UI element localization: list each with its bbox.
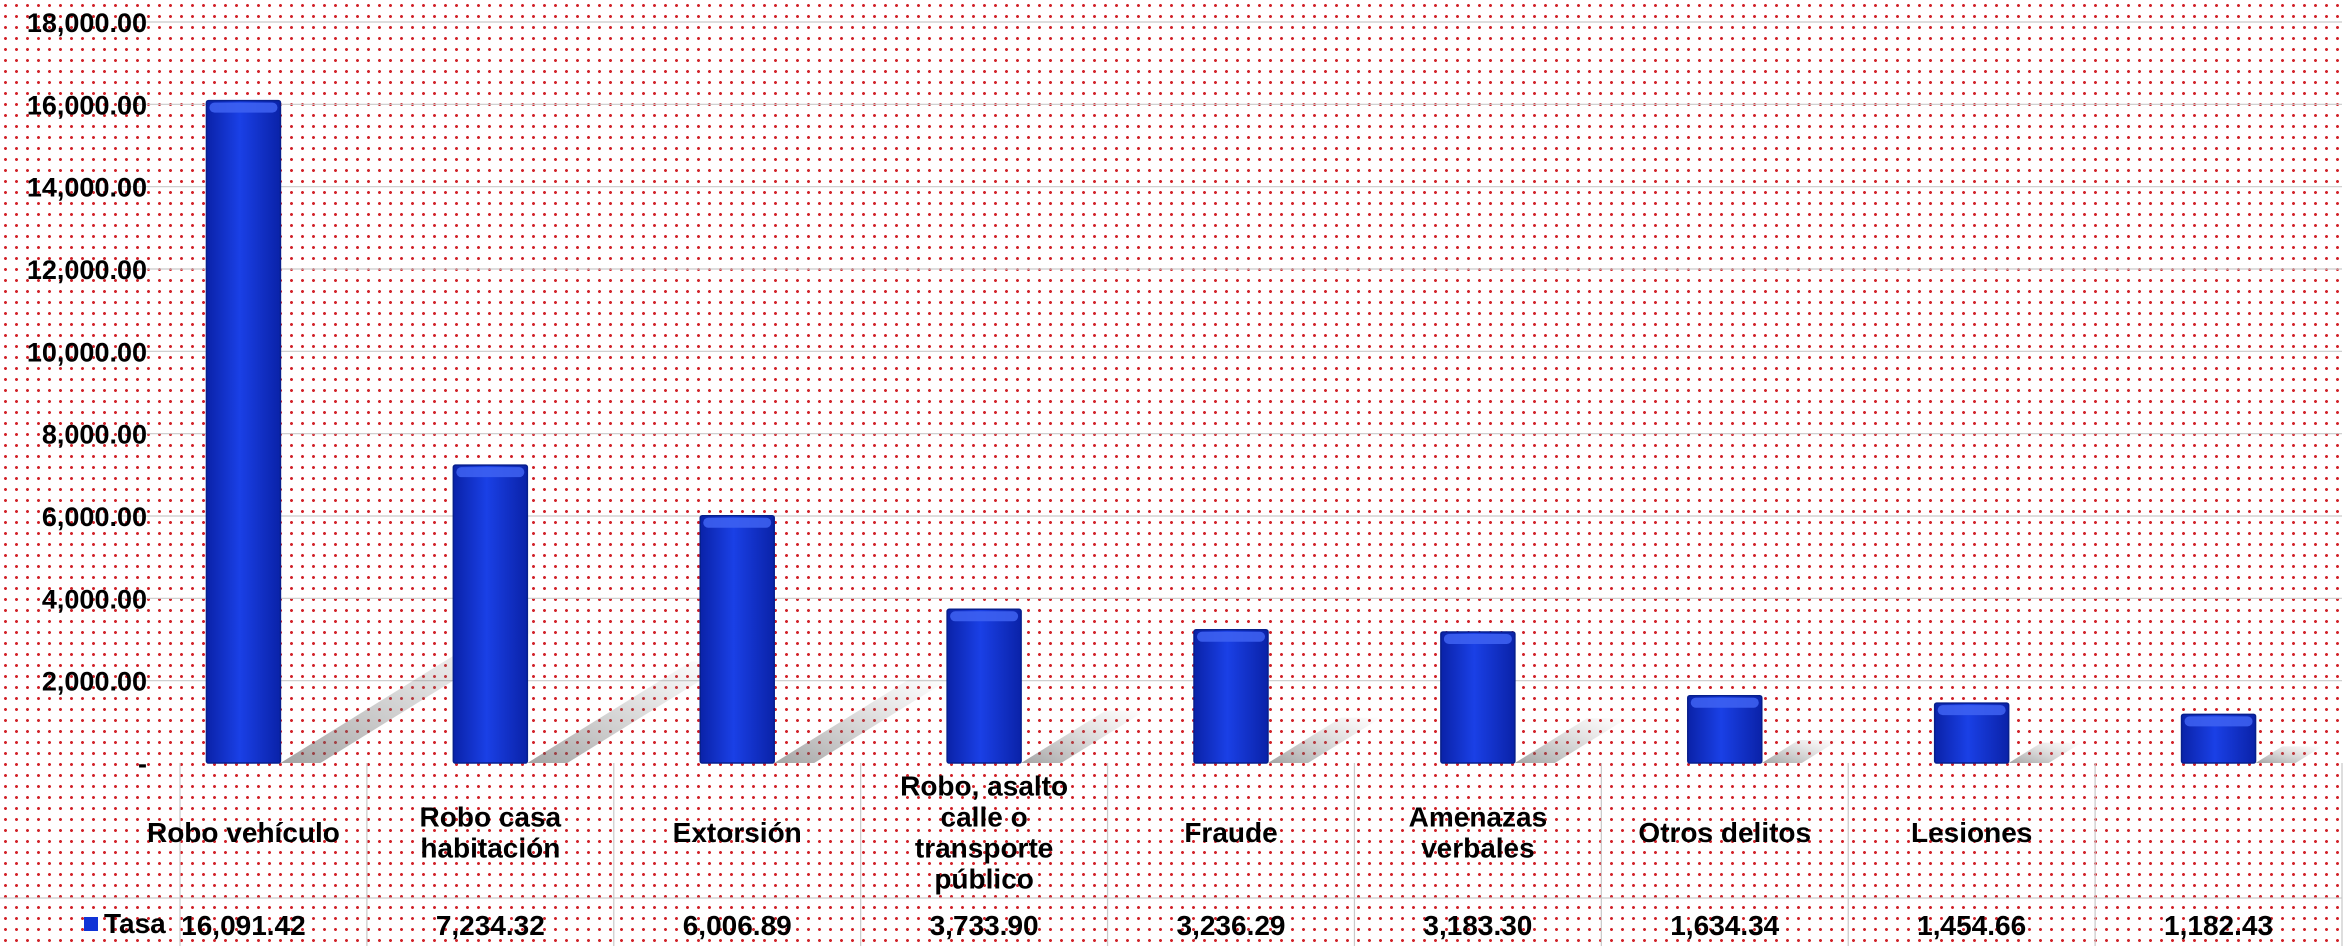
category-label: Amenazas verbales: [1409, 802, 1548, 864]
bar-top-bevel: [209, 102, 278, 113]
data-table-value: 3,733.90: [930, 910, 1039, 941]
category-label: Lesiones: [1911, 817, 2032, 848]
bar-top-bevel: [1197, 631, 1265, 642]
bar-top-bevel: [703, 517, 772, 528]
data-table-value: 16,091.42: [181, 910, 306, 941]
bar-top-bevel: [456, 467, 525, 478]
bar: [946, 608, 1022, 764]
y-tick-label: 6,000.00: [42, 502, 147, 532]
y-tick-label: 2,000.00: [42, 667, 147, 697]
y-tick-label: 14,000.00: [27, 173, 147, 203]
legend-series-name: Tasa: [104, 908, 166, 939]
y-tick-label: -: [138, 749, 147, 779]
bar-top-bevel: [950, 611, 1019, 622]
category-label: Otros delitos: [1638, 817, 1811, 848]
y-tick-label: 8,000.00: [42, 420, 147, 450]
y-axis: - 2,000.00 4,000.00 6,000.00 8,000.00 10,000.…: [27, 8, 147, 779]
bar: [699, 514, 775, 764]
bar-shadows: [280, 620, 2323, 763]
y-tick-label: 10,000.00: [27, 337, 147, 367]
category-label: Extorsión: [673, 817, 802, 848]
category-label: Robo casa habitación: [420, 802, 562, 864]
y-tick-label: 18,000.00: [27, 8, 147, 38]
bar: [1193, 629, 1269, 764]
data-table-value: 7,234.32: [436, 910, 545, 941]
data-table-value: 3,236.29: [1177, 910, 1286, 941]
bar-shadow: [527, 661, 732, 763]
bar-shadow: [1021, 710, 1146, 763]
data-table: Robo vehículo Robo casa habitación Extorsió…: [0, 763, 2343, 946]
bar-top-bevel: [2184, 716, 2253, 727]
data-table-value: 3,183.30: [1423, 910, 1532, 941]
bar-top-bevel: [1443, 633, 1512, 644]
data-table-value: 1,182.43: [2164, 910, 2273, 941]
bar-top-bevel: [1690, 697, 1759, 708]
y-tick-label: 16,000.00: [27, 90, 147, 120]
bar: [2180, 713, 2257, 764]
bar-shadow: [2008, 742, 2082, 763]
bar: [205, 99, 282, 764]
bar: [1687, 694, 1763, 764]
data-table-value: 6,006.89: [683, 910, 792, 941]
y-tick-label: 4,000.00: [42, 584, 147, 614]
bar-shadow: [1761, 740, 1839, 763]
category-label: Fraude: [1184, 817, 1277, 848]
data-table-value: 1,634.34: [1670, 910, 1779, 941]
bar-top-bevel: [1937, 705, 2006, 716]
category-label: Robo, asalto calle o transporte público: [900, 771, 1068, 895]
legend-key: [84, 917, 98, 931]
data-table-value: 1,454.66: [1917, 910, 2026, 941]
bar-shadow: [774, 678, 951, 763]
bar: [1440, 631, 1516, 764]
bar-shadow: [1514, 718, 1627, 763]
bar: [1933, 702, 2010, 764]
bar-shadow: [1268, 717, 1382, 763]
category-label: Robo vehículo: [147, 817, 340, 848]
bars: [205, 99, 2257, 764]
bar-shadow: [2255, 746, 2323, 763]
y-tick-label: 12,000.00: [27, 255, 147, 285]
bar: [452, 464, 529, 764]
